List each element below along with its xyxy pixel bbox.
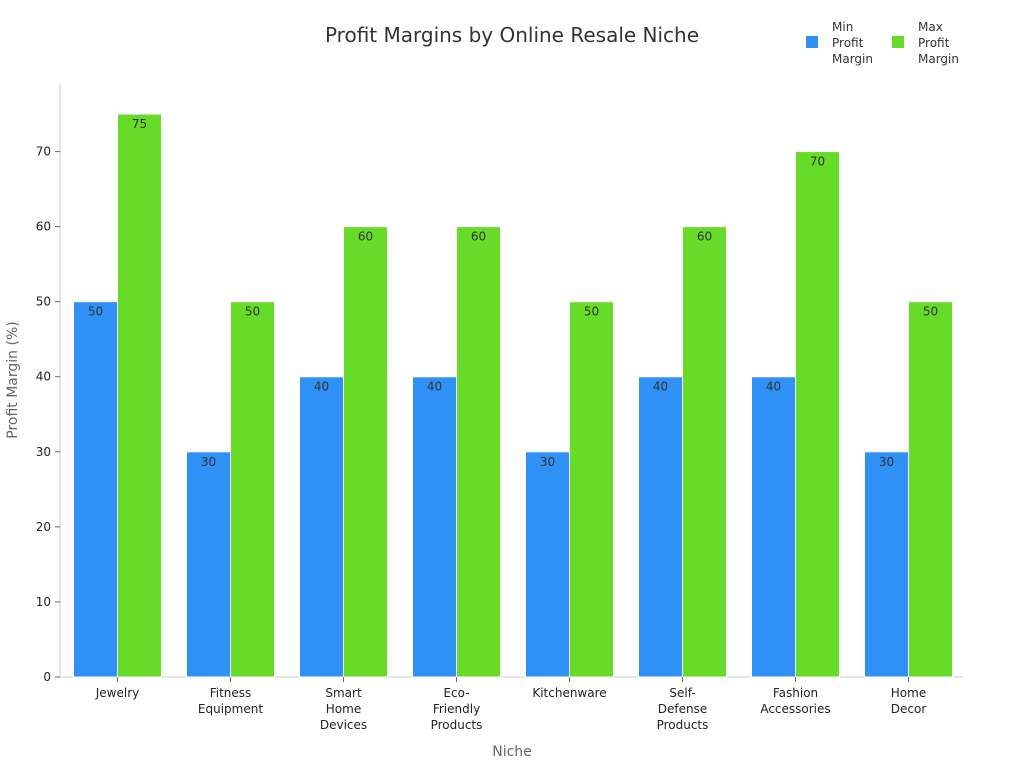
min-margin-bar xyxy=(412,376,457,678)
y-tick-label: 70 xyxy=(36,145,51,159)
data-label: 50 xyxy=(584,305,599,319)
x-tick-label: Defense xyxy=(658,702,707,716)
y-tick-label: 40 xyxy=(36,370,51,384)
legend-label: Profit xyxy=(832,36,864,50)
legend-swatch xyxy=(892,36,904,48)
data-label: 30 xyxy=(879,455,894,469)
x-tick-label: Products xyxy=(657,718,709,732)
y-tick-label: 10 xyxy=(36,595,51,609)
x-tick-label: Home xyxy=(891,686,926,700)
max-margin-bar xyxy=(795,151,840,678)
data-label: 50 xyxy=(923,305,938,319)
x-axis: Jewelry Fitness Equipment Smart Home Devices E… xyxy=(95,677,927,732)
min-margin-bar xyxy=(186,451,231,678)
data-label: 40 xyxy=(766,380,781,394)
max-margin-bar xyxy=(908,301,953,678)
data-label: 50 xyxy=(245,305,260,319)
x-tick-label: Accessories xyxy=(760,702,830,716)
legend-label: Profit xyxy=(918,36,950,50)
data-label: 60 xyxy=(358,230,373,244)
y-axis-title: Profit Margin (%) xyxy=(5,321,21,438)
data-label: 50 xyxy=(88,305,103,319)
max-margin-bar xyxy=(682,226,727,678)
y-tick-label: 50 xyxy=(36,295,51,309)
data-labels: 50 75 30 50 40 60 40 60 30 50 40 60 40 70 30 50 xyxy=(88,117,938,469)
x-tick-label: Home xyxy=(326,702,361,716)
y-tick-label: 20 xyxy=(36,520,51,534)
y-tick-label: 60 xyxy=(36,220,51,234)
y-tick-label: 30 xyxy=(36,445,51,459)
legend-label: Min xyxy=(832,20,853,34)
x-tick-label: Products xyxy=(431,718,483,732)
max-margin-bar xyxy=(343,226,388,678)
data-label: 40 xyxy=(653,380,668,394)
data-label: 70 xyxy=(810,155,825,169)
data-label: 40 xyxy=(427,380,442,394)
max-margin-bar xyxy=(456,226,501,678)
x-tick-label: Jewelry xyxy=(95,686,140,700)
max-margin-bar xyxy=(230,301,275,678)
x-axis-title: Niche xyxy=(492,744,532,760)
min-margin-bar xyxy=(751,376,796,678)
min-margin-bar xyxy=(864,451,909,678)
x-tick-label: Devices xyxy=(320,718,367,732)
legend-label: Margin xyxy=(918,52,959,66)
legend-label: Margin xyxy=(832,52,873,66)
y-tick-label: 0 xyxy=(43,670,51,684)
legend: Min Profit Margin Max Profit Margin xyxy=(806,20,959,66)
min-margin-bar xyxy=(73,301,118,678)
x-tick-label: Smart xyxy=(325,686,362,700)
data-label: 75 xyxy=(132,117,147,131)
x-tick-label: Kitchenware xyxy=(532,686,606,700)
x-tick-label: Decor xyxy=(891,702,927,716)
data-label: 60 xyxy=(697,230,712,244)
data-label: 60 xyxy=(471,230,486,244)
min-margin-bar xyxy=(525,451,570,678)
x-tick-label: Friendly xyxy=(433,702,480,716)
legend-swatch xyxy=(806,36,818,48)
bars xyxy=(73,113,953,678)
data-label: 30 xyxy=(540,455,555,469)
max-margin-bar xyxy=(569,301,614,678)
x-tick-label: Equipment xyxy=(198,702,263,716)
min-margin-bar xyxy=(299,376,344,678)
x-tick-label: Fashion xyxy=(773,686,818,700)
data-label: 30 xyxy=(201,455,216,469)
x-tick-label: Eco- xyxy=(443,686,469,700)
legend-label: Max xyxy=(918,20,943,34)
max-margin-bar xyxy=(117,113,162,678)
chart-title: Profit Margins by Online Resale Niche xyxy=(325,23,699,47)
data-label: 40 xyxy=(314,380,329,394)
x-tick-label: Fitness xyxy=(210,686,252,700)
x-tick-label: Self- xyxy=(669,686,695,700)
min-margin-bar xyxy=(638,376,683,678)
y-axis: 0 10 20 30 40 50 60 70 xyxy=(36,145,60,684)
